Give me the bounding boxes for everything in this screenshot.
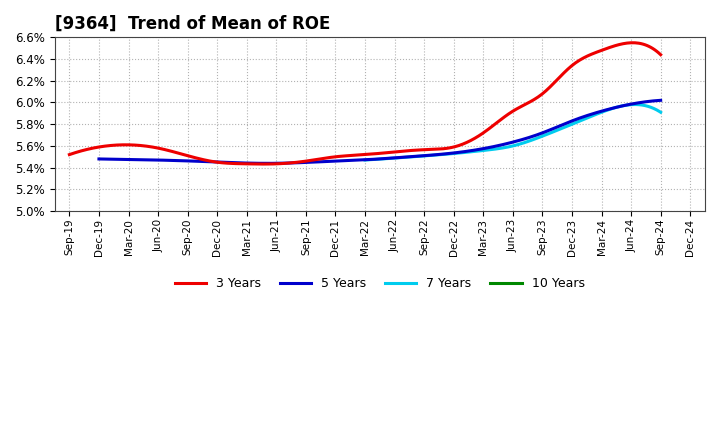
Legend: 3 Years, 5 Years, 7 Years, 10 Years: 3 Years, 5 Years, 7 Years, 10 Years: [170, 272, 590, 295]
Text: [9364]  Trend of Mean of ROE: [9364] Trend of Mean of ROE: [55, 15, 330, 33]
